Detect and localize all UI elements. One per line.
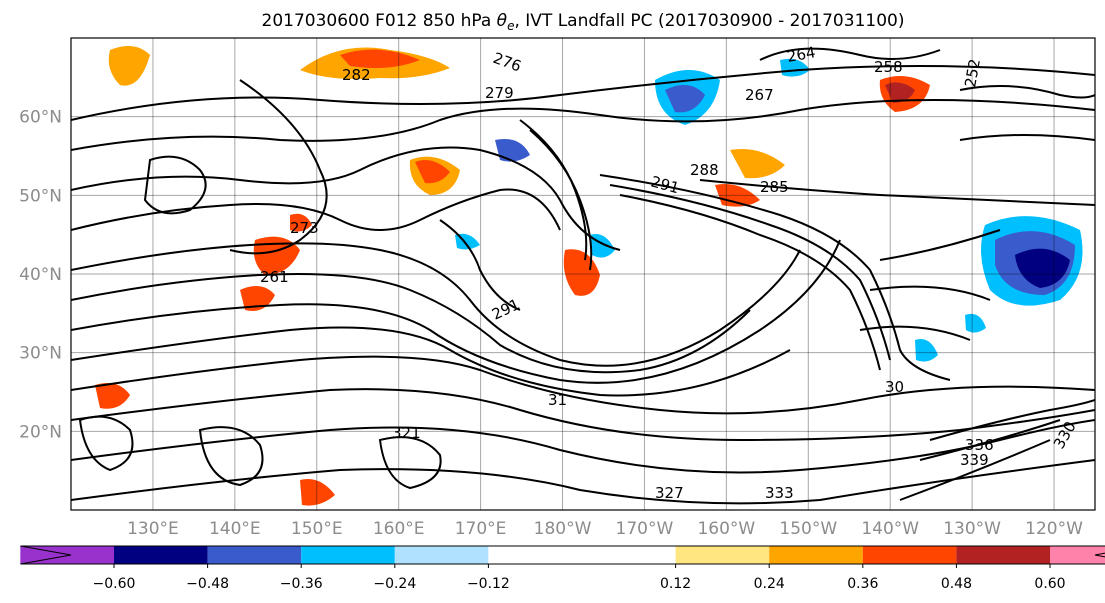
shade-patch <box>300 479 335 506</box>
colorbar-tick-label: 0.60 <box>1034 576 1065 592</box>
lon-tick-label: 140°W <box>861 519 919 539</box>
lat-tick-label: 20°N <box>19 422 62 442</box>
colorbar-bin <box>394 546 489 564</box>
colorbar-bin <box>769 546 863 564</box>
lon-tick-label: 130°W <box>943 519 1001 539</box>
contour-label: 258 <box>874 58 903 76</box>
contour-label: 279 <box>485 84 514 102</box>
contour-label: 261 <box>260 268 289 286</box>
contour-label: 267 <box>745 86 774 104</box>
colorbar-tick-label: 0.48 <box>941 576 972 592</box>
colorbar-bin <box>1050 546 1105 564</box>
shade-patch <box>290 213 312 232</box>
shade-patch <box>108 46 150 86</box>
contour-label: 321 <box>392 424 421 442</box>
colorbar-bin <box>956 546 1050 564</box>
contour-label: 333 <box>765 484 794 502</box>
lat-tick-label: 40°N <box>19 265 62 285</box>
colorbar-bin <box>207 546 302 564</box>
colorbar-tick-label: 0.12 <box>660 576 691 592</box>
contour-label: 288 <box>690 161 719 179</box>
shade-patch <box>885 82 915 103</box>
colorbar-bin <box>301 546 395 564</box>
map-panel: 276 264 258 252 282 279 267 291 288 285 … <box>70 37 1096 511</box>
lon-tick-label: 170°E <box>455 519 507 539</box>
colorbar-tick-label: −0.24 <box>373 576 416 592</box>
shade-patch <box>95 382 130 409</box>
shade-patch <box>715 184 760 207</box>
shade-patch <box>965 313 986 333</box>
contour-label: 31 <box>548 391 567 409</box>
contour-label: 327 <box>655 484 684 502</box>
contour-lines <box>71 47 1095 505</box>
shade-patch <box>340 49 420 68</box>
lon-tick-label: 160°W <box>697 519 755 539</box>
colorbar-tick-label: 0.36 <box>847 576 878 592</box>
contour-label: 285 <box>760 178 789 196</box>
colorbar-outline <box>20 545 1105 565</box>
shade-patch <box>665 85 705 113</box>
shade-patch <box>240 286 275 311</box>
colorbar-bin <box>862 546 957 564</box>
gridlines <box>71 38 1095 510</box>
colorbar: −0.60 −0.48 −0.36 −0.24 −0.12 0.12 0.24 0.36 0.4… <box>20 545 1105 592</box>
shade-patch <box>730 149 785 179</box>
colorbar-bin <box>488 546 676 564</box>
lon-tick-label: 140°E <box>209 519 261 539</box>
lon-tick-label: 130°E <box>127 519 179 539</box>
contour-label: 282 <box>342 66 371 84</box>
lon-tick-label: 150°W <box>779 519 837 539</box>
shade-patch <box>780 58 810 77</box>
contour-label: 264 <box>786 43 817 66</box>
colorbar-tick-label: 0.24 <box>754 576 785 592</box>
lon-tick-label: 180°W <box>534 519 592 539</box>
colorbar-tick-label: −0.12 <box>467 576 510 592</box>
colorbar-bin <box>675 546 770 564</box>
contour-label: 30 <box>885 378 904 396</box>
lat-tick-label: 50°N <box>19 186 62 206</box>
lat-tick-label: 30°N <box>19 344 62 364</box>
latitude-labels: 60°N 50°N 40°N 30°N 20°N <box>19 108 62 443</box>
colorbar-bin <box>114 546 208 564</box>
lon-tick-label: 160°E <box>373 519 425 539</box>
shade-patch <box>495 139 530 162</box>
shade-patch <box>415 159 450 184</box>
lon-tick-label: 170°W <box>616 519 674 539</box>
contour-label: 339 <box>960 451 989 469</box>
chart-title: 2017030600 F012 850 hPa θe, IVT Landfall… <box>262 11 905 33</box>
contour-label: 273 <box>290 219 319 237</box>
contour-label: 336 <box>965 436 994 454</box>
shade-patch <box>1015 248 1070 288</box>
contour-label: 252 <box>961 57 984 88</box>
map-frame <box>70 37 1096 511</box>
lon-tick-label: 150°E <box>291 519 343 539</box>
colorbar-tick-label: −0.48 <box>186 576 229 592</box>
lat-tick-label: 60°N <box>19 108 62 128</box>
lon-tick-label: 120°W <box>1025 519 1083 539</box>
shade-patch <box>915 339 938 362</box>
colorbar-tick-label: −0.60 <box>93 576 136 592</box>
colorbar-tick-label: −0.36 <box>280 576 323 592</box>
longitude-labels: 130°E 140°E 150°E 160°E 170°E 180°W 170°W 160°W… <box>127 519 1083 539</box>
